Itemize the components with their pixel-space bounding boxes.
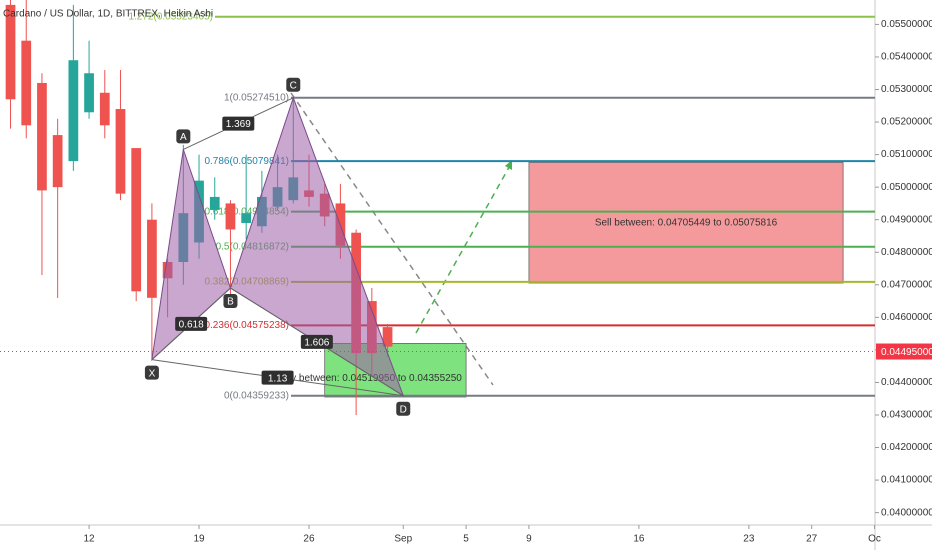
x-tick-label: 27 [806,534,818,545]
zone-label: Sell between: 0.04705449 to 0.05075816 [595,217,778,228]
projection-line [290,92,494,386]
point-badge [286,77,301,92]
x-tick-label: 9 [526,534,532,545]
fib-label: 0.618(0.04924854) [204,206,289,217]
fib-label: 1(0.05274510) [224,92,289,103]
y-tick-label: 0.04100000 [881,475,932,486]
last-price-badge [876,343,932,360]
y-tick-label: 0.04400000 [881,377,932,388]
x-tick-label: 5 [463,534,469,545]
candle-body [131,148,142,292]
ratio-label: 1.606 [304,338,329,349]
ratio-label: 1.13 [268,373,288,384]
point-label: D [400,404,407,415]
x-tick-label: 23 [743,534,755,545]
x-tick-label: 12 [84,534,96,545]
point-label: X [149,368,156,379]
candle-body [225,203,236,230]
candle-body [99,92,110,126]
point-badge [223,294,238,309]
point-label: A [180,132,187,143]
y-tick-label: 0.04200000 [881,442,932,453]
candle-body [209,196,220,210]
projection-arrow [505,160,512,170]
y-tick-label: 0.04700000 [881,279,932,290]
last-price-label: 0.04495000 [881,347,932,358]
x-tick-label: Oc [868,534,881,545]
zone-box [528,162,844,284]
ratio-badge [300,334,333,349]
candle-body [52,135,63,188]
y-tick-label: 0.05400000 [881,52,932,63]
x-tick-label: Sep [394,534,412,545]
ratio-label: 0.618 [179,319,204,330]
x-tick-label: 19 [193,534,205,545]
ratio-badge [175,316,208,331]
point-badge [176,129,191,144]
candle-body [115,109,126,194]
y-tick-label: 0.04800000 [881,247,932,258]
y-tick-label: 0.04000000 [881,507,932,518]
fib-label: 0.236(0.04575238) [204,320,289,331]
ratio-badge [261,370,294,385]
candle-body [147,219,157,298]
y-tick-label: 0.04600000 [881,312,932,323]
candle-body [84,73,94,113]
x-tick-label: 26 [303,534,315,545]
y-tick-label: 0.05500000 [881,19,932,30]
ratio-label: 1.369 [226,119,251,130]
fib-label: 0(0.04359233) [224,390,289,401]
y-tick-label: 0.04900000 [881,214,932,225]
zone-label: Buy between: 0.04519950 to 0.04355250 [279,373,462,384]
fib-label: 0.786(0.05079841) [204,156,289,167]
point-label: B [227,297,234,308]
y-tick-label: 0.04300000 [881,410,932,421]
candle-body [37,82,47,191]
y-tick-label: 0.05000000 [881,182,932,193]
candle-body [21,40,32,126]
y-tick-label: 0.05200000 [881,117,932,128]
fib-label: 1.272(0.05523465) [128,11,213,22]
point-badge [144,365,159,380]
y-tick-label: 0.05100000 [881,149,932,160]
candle-body [5,4,16,100]
y-tick-label: 0.05300000 [881,84,932,95]
candle-body [68,60,79,162]
x-tick-label: 16 [633,534,645,545]
chart-title: Cardano / US Dollar, 1D, BITTREX, Heikin… [3,9,213,20]
candle-body [241,213,252,223]
candle-body [382,327,393,347]
point-label: C [290,80,297,91]
ratio-badge [222,116,255,131]
point-badge [396,401,411,416]
